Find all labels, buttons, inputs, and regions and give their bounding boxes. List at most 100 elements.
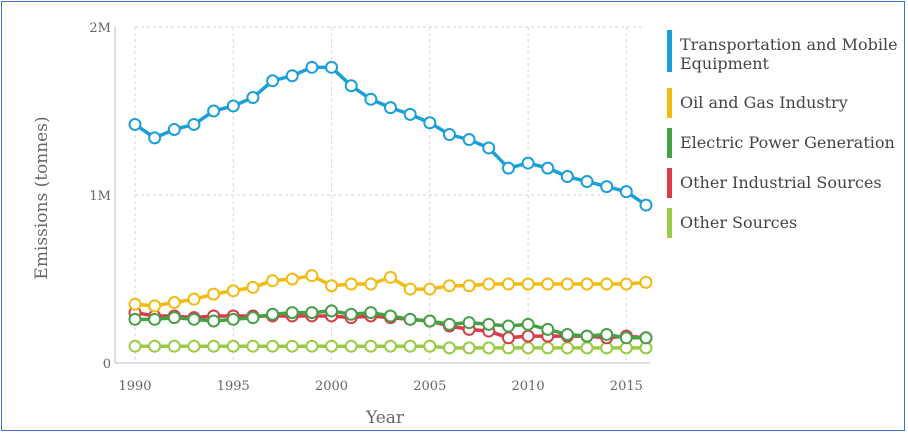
data-point[interactable]: [364, 277, 378, 291]
data-point[interactable]: [619, 331, 633, 345]
data-point[interactable]: [325, 339, 339, 353]
data-point[interactable]: [344, 307, 358, 321]
data-point[interactable]: [246, 339, 260, 353]
data-point[interactable]: [187, 292, 201, 306]
data-point[interactable]: [285, 272, 299, 286]
data-point[interactable]: [305, 269, 319, 283]
data-point[interactable]: [501, 331, 515, 345]
data-point[interactable]: [344, 277, 358, 291]
data-point[interactable]: [364, 306, 378, 320]
data-point[interactable]: [384, 270, 397, 284]
data-point[interactable]: [187, 117, 201, 131]
data-point[interactable]: [207, 287, 221, 301]
data-point[interactable]: [639, 331, 653, 345]
data-point[interactable]: [246, 91, 260, 105]
legend-item[interactable]: Other Sources: [667, 208, 797, 238]
data-point[interactable]: [580, 175, 594, 189]
data-point[interactable]: [226, 284, 240, 298]
data-point[interactable]: [541, 277, 555, 291]
data-point[interactable]: [639, 198, 653, 212]
data-point[interactable]: [148, 339, 162, 353]
data-point[interactable]: [167, 296, 181, 310]
data-point[interactable]: [325, 304, 339, 318]
data-point[interactable]: [266, 74, 280, 88]
data-point[interactable]: [442, 317, 456, 331]
data-point[interactable]: [207, 314, 221, 328]
data-point[interactable]: [305, 339, 319, 353]
data-point[interactable]: [344, 79, 358, 93]
data-point[interactable]: [619, 185, 633, 199]
data-point[interactable]: [639, 275, 653, 289]
data-point[interactable]: [541, 341, 555, 355]
data-point[interactable]: [560, 170, 574, 184]
data-point[interactable]: [187, 312, 201, 326]
data-point[interactable]: [325, 60, 339, 74]
data-point[interactable]: [187, 339, 201, 353]
data-point[interactable]: [521, 277, 535, 291]
data-point[interactable]: [226, 312, 240, 326]
data-point[interactable]: [403, 312, 417, 326]
data-point[interactable]: [285, 339, 299, 353]
data-point[interactable]: [285, 306, 299, 320]
data-point[interactable]: [403, 282, 417, 296]
data-point[interactable]: [226, 339, 240, 353]
data-point[interactable]: [384, 339, 397, 353]
data-point[interactable]: [482, 317, 496, 331]
data-point[interactable]: [423, 339, 437, 353]
data-point[interactable]: [246, 311, 260, 325]
data-point[interactable]: [442, 341, 456, 355]
data-point[interactable]: [128, 312, 142, 326]
data-point[interactable]: [541, 161, 555, 175]
data-point[interactable]: [148, 312, 162, 326]
data-point[interactable]: [423, 116, 437, 130]
data-point[interactable]: [266, 307, 280, 321]
data-point[interactable]: [344, 339, 358, 353]
data-point[interactable]: [207, 104, 221, 118]
data-point[interactable]: [501, 161, 515, 175]
data-point[interactable]: [423, 282, 437, 296]
data-point[interactable]: [305, 60, 319, 74]
data-point[interactable]: [580, 341, 594, 355]
legend-item[interactable]: Oil and Gas Industry: [667, 88, 848, 118]
data-point[interactable]: [384, 309, 397, 323]
data-point[interactable]: [266, 339, 280, 353]
data-point[interactable]: [325, 279, 339, 293]
data-point[interactable]: [560, 341, 574, 355]
data-point[interactable]: [167, 339, 181, 353]
legend-item[interactable]: Other Industrial Sources: [667, 168, 882, 198]
data-point[interactable]: [364, 339, 378, 353]
data-point[interactable]: [521, 341, 535, 355]
data-point[interactable]: [501, 277, 515, 291]
data-point[interactable]: [148, 131, 162, 145]
data-point[interactable]: [521, 156, 535, 170]
data-point[interactable]: [167, 122, 181, 136]
data-point[interactable]: [580, 329, 594, 343]
data-point[interactable]: [423, 314, 437, 328]
data-point[interactable]: [462, 341, 476, 355]
data-point[interactable]: [600, 327, 614, 341]
data-point[interactable]: [442, 279, 456, 293]
data-point[interactable]: [482, 277, 496, 291]
data-point[interactable]: [364, 92, 378, 106]
data-point[interactable]: [541, 322, 555, 336]
data-point[interactable]: [442, 128, 456, 142]
data-point[interactable]: [167, 311, 181, 325]
data-point[interactable]: [403, 107, 417, 121]
data-point[interactable]: [305, 306, 319, 320]
data-point[interactable]: [482, 141, 496, 155]
data-point[interactable]: [501, 319, 515, 333]
data-point[interactable]: [128, 297, 142, 311]
data-point[interactable]: [560, 277, 574, 291]
data-point[interactable]: [482, 341, 496, 355]
data-point[interactable]: [384, 101, 397, 115]
data-point[interactable]: [246, 280, 260, 294]
data-point[interactable]: [128, 339, 142, 353]
data-point[interactable]: [207, 339, 221, 353]
data-point[interactable]: [600, 277, 614, 291]
data-point[interactable]: [285, 69, 299, 83]
legend-item[interactable]: Electric Power Generation: [667, 128, 895, 158]
data-point[interactable]: [580, 277, 594, 291]
data-point[interactable]: [619, 277, 633, 291]
